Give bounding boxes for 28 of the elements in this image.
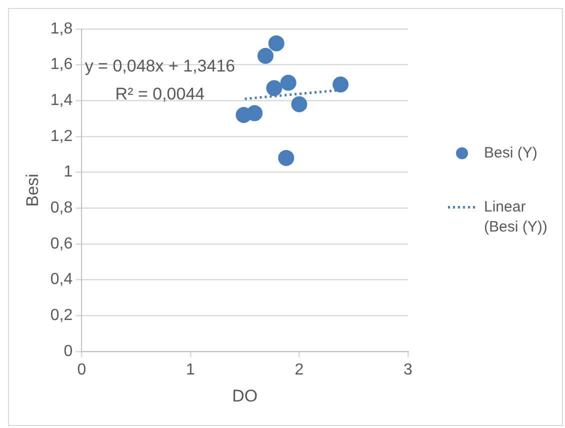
y-tick-label: 1,8 (50, 20, 73, 38)
point (246, 105, 263, 122)
x-axis-title: DO (232, 386, 258, 406)
y-tick-label: 0 (64, 342, 73, 360)
y-tick-label: 1,4 (50, 92, 73, 110)
point (332, 76, 349, 93)
x-tick-label: 3 (404, 361, 413, 378)
annotation: R² = 0,0044 (115, 84, 205, 104)
point (257, 48, 274, 64)
x-tick-label: 2 (294, 361, 304, 378)
y-tick-label: 1,6 (50, 56, 73, 74)
annotation: y = 0,048x + 1,3416 (84, 56, 236, 76)
x-tick-label: 1 (186, 361, 195, 378)
legend-label: Besi (Y) (484, 144, 538, 162)
x-tick-label: 0 (77, 361, 86, 378)
point (278, 150, 294, 166)
y-tick-label: 1,2 (50, 128, 73, 145)
y-tick-label: 0,8 (50, 200, 73, 217)
y-tick-label: 0,2 (50, 306, 73, 324)
point (280, 74, 296, 91)
legend-label: Linear (Besi (Y)) (484, 198, 548, 236)
y-tick-label: 0,6 (50, 235, 73, 252)
y-axis-title: Besi (22, 174, 42, 207)
point (291, 96, 308, 112)
y-tick-label: 0,4 (50, 271, 73, 288)
point (268, 35, 284, 52)
point (266, 80, 282, 96)
y-tick-label: 1 (64, 164, 73, 181)
